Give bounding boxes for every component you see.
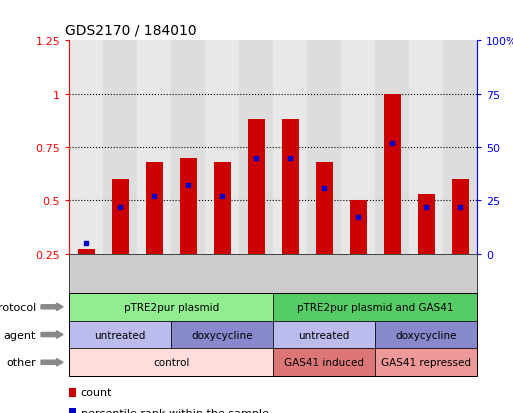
Text: control: control (153, 357, 189, 368)
Bar (384, 95, 401, 254)
Text: doxycycline: doxycycline (396, 330, 457, 340)
Bar (307, 41, 341, 254)
Bar (451, 180, 468, 254)
Text: doxycycline: doxycycline (191, 330, 253, 340)
Bar (282, 120, 299, 254)
Text: GDS2170 / 184010: GDS2170 / 184010 (65, 24, 197, 37)
Text: other: other (6, 357, 36, 368)
Bar (248, 120, 265, 254)
Text: protocol: protocol (0, 302, 36, 312)
Bar (171, 41, 205, 254)
Bar (78, 250, 95, 254)
Bar (112, 180, 129, 254)
Text: percentile rank within the sample: percentile rank within the sample (81, 408, 268, 413)
Text: pTRE2pur plasmid and GAS41: pTRE2pur plasmid and GAS41 (297, 302, 453, 312)
Bar (418, 195, 435, 254)
Text: count: count (81, 387, 112, 397)
Bar (146, 163, 163, 254)
Bar (205, 41, 239, 254)
Bar (443, 41, 477, 254)
Text: agent: agent (4, 330, 36, 340)
Bar (103, 41, 137, 254)
Text: untreated: untreated (94, 330, 146, 340)
Text: pTRE2pur plasmid: pTRE2pur plasmid (124, 302, 219, 312)
Text: GAS41 repressed: GAS41 repressed (381, 357, 471, 368)
Bar (409, 41, 443, 254)
Text: untreated: untreated (299, 330, 350, 340)
Bar (239, 41, 273, 254)
Text: GAS41 induced: GAS41 induced (284, 357, 364, 368)
Bar (350, 201, 367, 254)
Bar (137, 41, 171, 254)
Bar (180, 158, 196, 254)
Bar (341, 41, 375, 254)
Bar (273, 41, 307, 254)
Bar (214, 163, 231, 254)
Bar (375, 41, 409, 254)
Bar (315, 163, 332, 254)
Bar (69, 41, 103, 254)
